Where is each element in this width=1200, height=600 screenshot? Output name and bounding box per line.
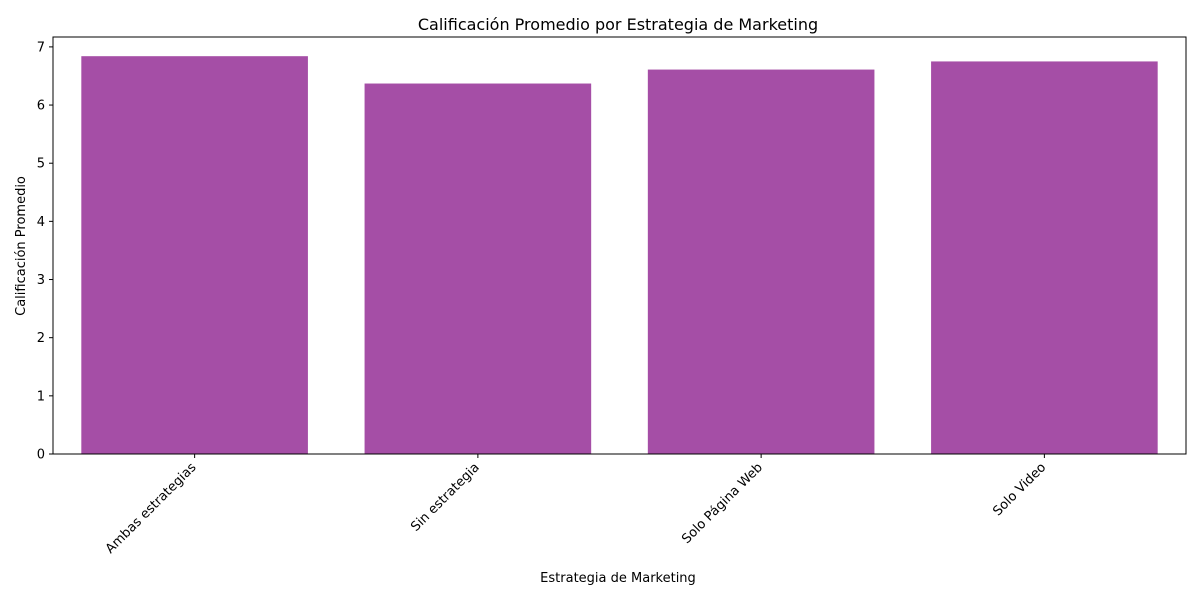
y-tick-label: 0 [37, 448, 45, 463]
x-axis-label: Estrategia de Marketing [540, 571, 696, 586]
y-tick-label: 3 [37, 273, 45, 288]
bar [931, 61, 1158, 455]
bar [81, 56, 308, 454]
y-tick-label: 4 [37, 215, 45, 230]
x-tick-label: Solo Página Web [679, 460, 766, 547]
y-tick-label: 1 [37, 389, 45, 404]
y-tick-label: 2 [37, 331, 45, 346]
x-tick-label: Ambas estrategias [103, 460, 200, 557]
chart-title: Calificación Promedio por Estrategia de … [418, 15, 818, 34]
bar [364, 83, 592, 454]
x-tick-label: Sin estrategia [408, 460, 482, 534]
y-axis-label: Calificación Promedio [14, 176, 29, 316]
y-tick-label: 5 [37, 157, 45, 172]
y-tick-label: 6 [37, 99, 45, 114]
bar [647, 69, 875, 454]
plot-area: 0 1 2 3 4 5 6 7 Ambas estrategias Sin estrategia S… [37, 36, 1187, 557]
y-tick-label: 7 [37, 40, 45, 55]
axes-frame [52, 36, 1187, 455]
x-tick-label: Solo Video [990, 460, 1049, 519]
